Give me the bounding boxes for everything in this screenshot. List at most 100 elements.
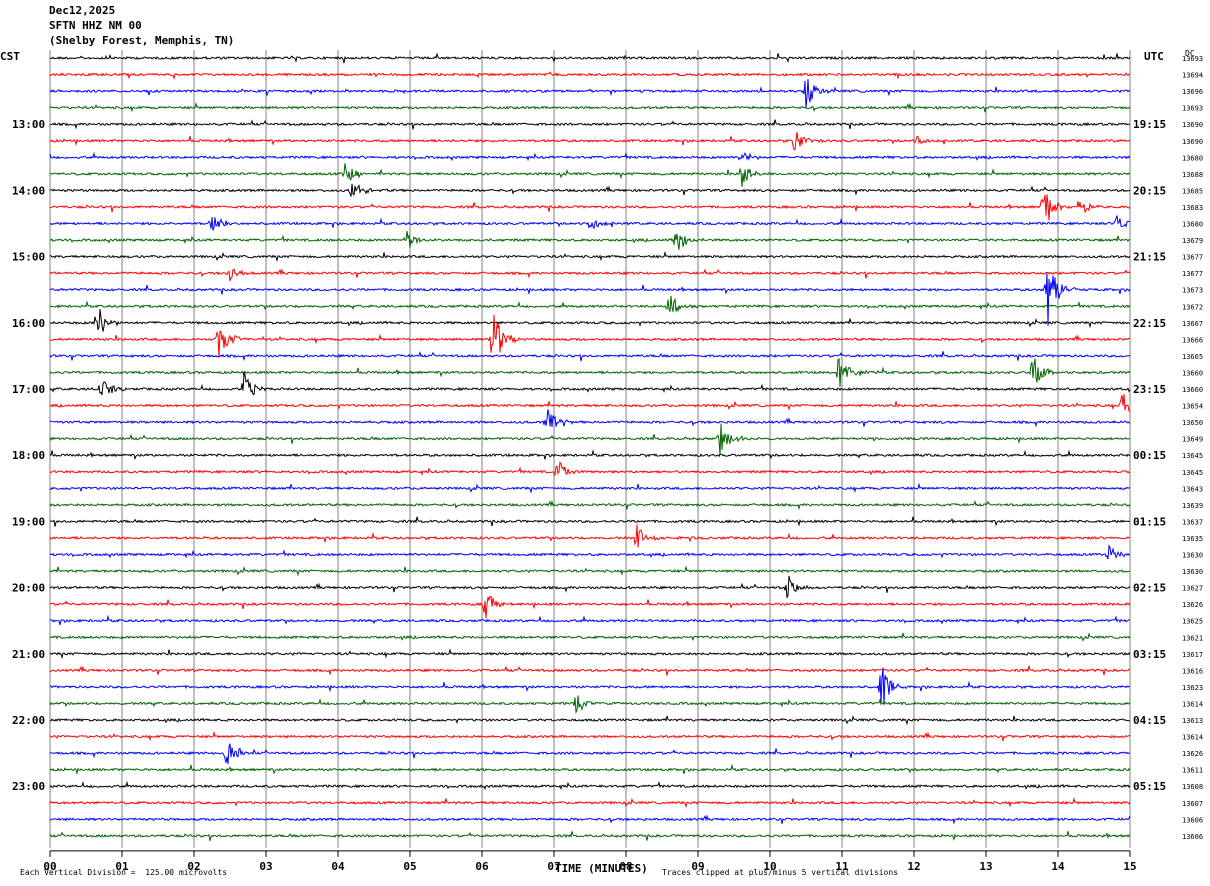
- trace-30: [49, 544, 1131, 560]
- dc-offset-label: 13665: [1182, 353, 1203, 361]
- trace-15: [49, 295, 1131, 313]
- trace-9: [49, 194, 1131, 221]
- trace-28: [49, 516, 1131, 527]
- cst-hour-label: 15:00: [12, 251, 45, 264]
- trace-5: [49, 131, 1130, 151]
- time-axis: 00 01 02 03 04 05 06 07 08 09 10 11 12 13 14 15: [43, 850, 1137, 873]
- dc-offset-label: 13617: [1182, 651, 1203, 659]
- trace-11: [49, 230, 1131, 250]
- utc-hour-label: 00:15: [1133, 449, 1166, 462]
- trace-6: [49, 151, 1131, 162]
- x-tick-label: 09: [691, 860, 704, 873]
- trace-36: [49, 648, 1131, 660]
- trace-42: [49, 743, 1130, 765]
- trace-7: [49, 163, 1131, 187]
- trace-21: [49, 394, 1131, 412]
- dc-offset-label: 13694: [1182, 72, 1203, 80]
- x-tick-label: 02: [187, 860, 200, 873]
- dc-offset-label: 13607: [1182, 800, 1203, 808]
- trace-17: [49, 314, 1131, 358]
- dc-offset-label: 13654: [1182, 403, 1203, 411]
- trace-4: [49, 119, 1131, 130]
- trace-3: [49, 101, 1131, 113]
- trace-19: [49, 357, 1131, 387]
- location-label: (Shelby Forest, Memphis, TN): [49, 34, 235, 47]
- dc-offset-label: 13637: [1182, 518, 1203, 526]
- trace-39: [49, 695, 1131, 714]
- x-tick-label: 15: [1123, 860, 1136, 873]
- station-label: SFTN HHZ NM 00: [49, 19, 142, 32]
- x-tick-label: 03: [259, 860, 272, 873]
- dc-offset-label: 13621: [1182, 634, 1203, 642]
- trace-44: [49, 780, 1131, 791]
- x-tick-label: 12: [907, 860, 920, 873]
- cst-hour-label: 14:00: [12, 184, 45, 197]
- date-label: Dec12,2025: [49, 4, 116, 17]
- x-axis-title: TIME (MINUTES): [555, 862, 648, 875]
- dc-offset-label: 13679: [1182, 237, 1203, 245]
- clip-note: Traces clipped at plus/minus 5 vertical …: [662, 868, 899, 877]
- dc-offset-label: 13680: [1182, 154, 1203, 162]
- trace-27: [49, 499, 1131, 511]
- cst-hour-label: 16:00: [12, 317, 45, 330]
- trace-16: [49, 309, 1131, 332]
- trace-33: [49, 596, 1131, 619]
- dc-offset-label: 13626: [1182, 601, 1203, 609]
- dc-offset-label: 13660: [1182, 369, 1203, 377]
- cst-hour-label: 20:00: [12, 582, 45, 595]
- trace-22: [49, 409, 1131, 428]
- dc-offset-label: 13613: [1182, 717, 1203, 725]
- x-tick-label: 01: [115, 860, 129, 873]
- dc-offset-label: 13608: [1182, 783, 1203, 791]
- dc-offset-labels: 13693 13694 13696 13693 13690 13690 13680 13688…: [1182, 55, 1203, 841]
- trace-31: [49, 565, 1131, 577]
- dc-offset-label: 13614: [1182, 734, 1203, 742]
- seismic-traces: [49, 52, 1131, 842]
- dc-offset-label: 13685: [1182, 187, 1203, 195]
- trace-32: [49, 575, 1131, 598]
- trace-29: [49, 524, 1130, 548]
- dc-offset-label: 13635: [1182, 535, 1203, 543]
- dc-offset-label: 13688: [1182, 171, 1203, 179]
- dc-offset-label: 13614: [1182, 700, 1203, 708]
- dc-offset-label: 13693: [1182, 55, 1203, 63]
- utc-hour-label: 19:15: [1133, 118, 1166, 131]
- cst-timezone-label: CST: [0, 50, 20, 63]
- dc-offset-label: 13649: [1182, 436, 1203, 444]
- x-tick-label: 07: [547, 860, 560, 873]
- trace-40: [49, 715, 1131, 726]
- dc-offset-label: 13650: [1182, 419, 1203, 427]
- dc-offset-label: 13626: [1182, 750, 1203, 758]
- dc-offset-label: 13645: [1182, 469, 1203, 477]
- trace-18: [49, 351, 1131, 362]
- dc-offset-label: 13672: [1182, 303, 1203, 311]
- cst-hour-label: 13:00: [12, 118, 45, 131]
- dc-offset-label: 13696: [1182, 88, 1203, 96]
- dc-offset-label: 13666: [1182, 336, 1203, 344]
- trace-26: [49, 482, 1131, 494]
- utc-hour-label: 05:15: [1133, 780, 1166, 793]
- cst-hour-label: 21:00: [12, 648, 45, 661]
- dc-offset-label: 13683: [1182, 204, 1203, 212]
- x-tick-label: 13: [979, 860, 992, 873]
- trace-47: [49, 831, 1131, 842]
- trace-8: [49, 183, 1131, 197]
- utc-hour-label: 20:15: [1133, 184, 1166, 197]
- utc-hour-label: 21:15: [1133, 251, 1166, 264]
- trace-37: [49, 665, 1131, 676]
- trace-41: [49, 730, 1131, 742]
- trace-14: [49, 273, 1131, 326]
- utc-hour-label: 22:15: [1133, 317, 1166, 330]
- x-tick-label: 04: [331, 860, 345, 873]
- dc-offset-label: 13616: [1182, 667, 1203, 675]
- x-tick-label: 10: [763, 860, 776, 873]
- trace-10: [49, 215, 1131, 231]
- dc-offset-label: 13690: [1182, 121, 1203, 129]
- trace-20: [49, 370, 1131, 396]
- trace-24: [49, 449, 1131, 461]
- dc-offset-label: 13677: [1182, 254, 1203, 262]
- trace-38: [49, 667, 1131, 705]
- trace-12: [49, 250, 1131, 263]
- utc-hour-label: 04:15: [1133, 714, 1166, 727]
- trace-1: [49, 71, 1131, 80]
